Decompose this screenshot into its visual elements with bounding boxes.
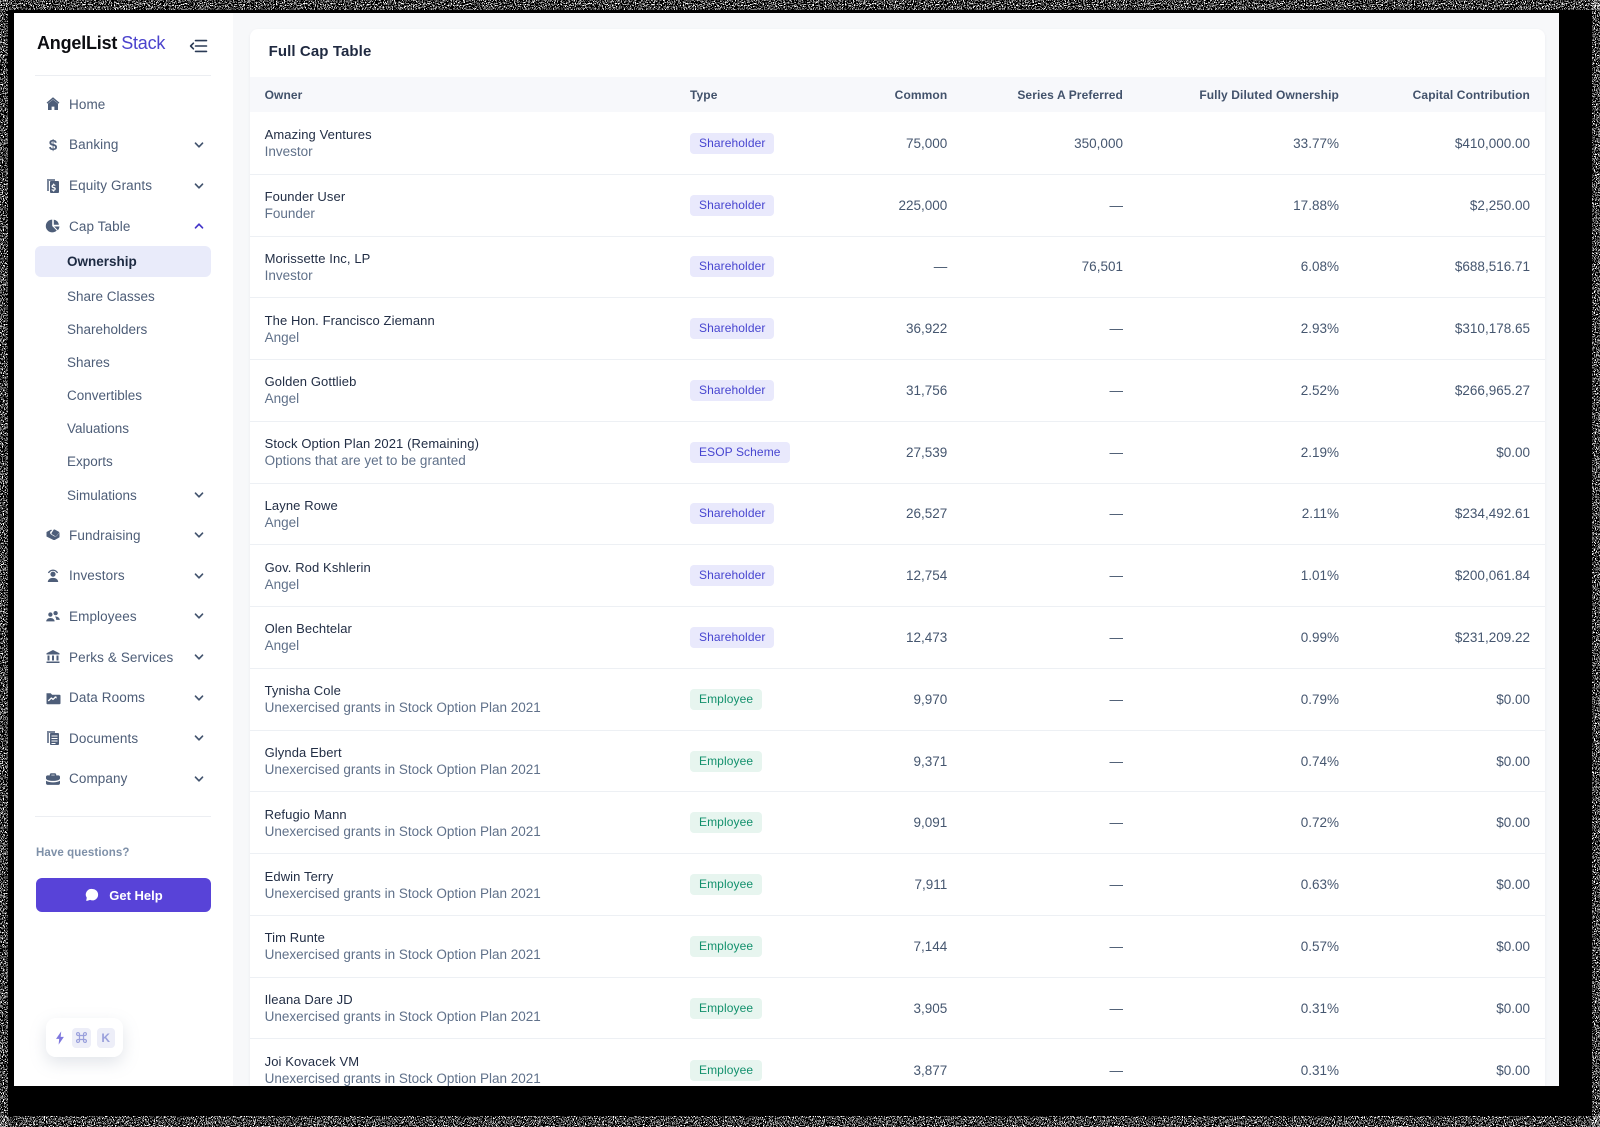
svg-text:$: $: [49, 137, 58, 153]
